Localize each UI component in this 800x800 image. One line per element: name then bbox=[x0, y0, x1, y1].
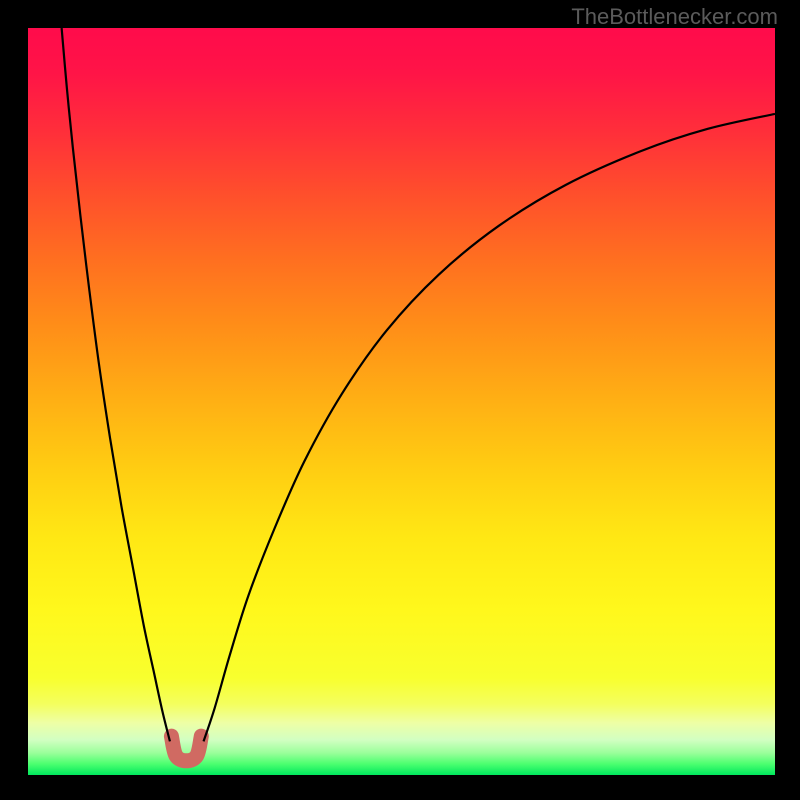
bottleneck-curves bbox=[28, 28, 775, 775]
right-branch-curve bbox=[204, 114, 775, 741]
plot-frame bbox=[28, 28, 775, 775]
chart-stage: TheBottlenecker.com bbox=[0, 0, 800, 800]
watermark-text: TheBottlenecker.com bbox=[571, 4, 778, 30]
valley-marker bbox=[171, 736, 201, 761]
left-branch-curve bbox=[62, 28, 170, 741]
